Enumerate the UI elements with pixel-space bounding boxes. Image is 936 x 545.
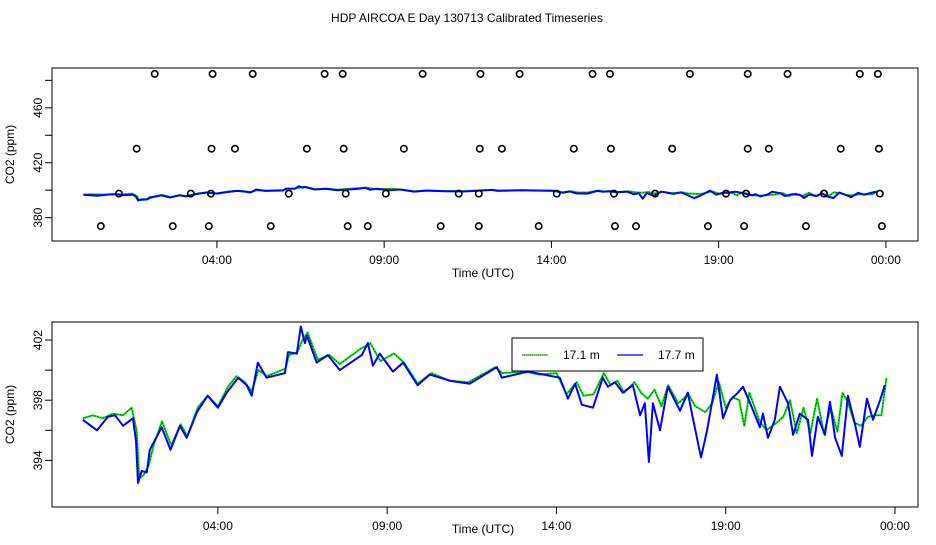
bottom-panel: 04:00 09:00 14:00 19:00 00:00 394 398 402 Time (… bbox=[3, 321, 919, 536]
outlier-point bbox=[150, 69, 159, 78]
outlier-point bbox=[207, 144, 216, 153]
series-line-dotted-overlay bbox=[82, 331, 887, 479]
x-tick-label: 14:00 bbox=[541, 519, 571, 533]
outlier-point bbox=[722, 189, 731, 198]
x-tick-label: 04:00 bbox=[202, 253, 232, 267]
x-tick-label: 00:00 bbox=[871, 253, 901, 267]
series-line-17-1-m bbox=[82, 331, 888, 480]
x-tick-label: 19:00 bbox=[704, 253, 734, 267]
outlier-point bbox=[740, 222, 749, 231]
outlier-point bbox=[418, 69, 427, 78]
outlier-point bbox=[320, 69, 329, 78]
outlier-point bbox=[534, 222, 543, 231]
outlier-point bbox=[743, 69, 752, 78]
x-tick-label: 14:00 bbox=[536, 253, 566, 267]
outlier-point bbox=[475, 144, 484, 153]
outlier-point bbox=[399, 144, 408, 153]
y-tick-label: 398 bbox=[31, 390, 45, 410]
outlier-point bbox=[341, 189, 350, 198]
outlier-point bbox=[764, 144, 773, 153]
outlier-point bbox=[208, 69, 217, 78]
outlier-point bbox=[874, 144, 883, 153]
legend-label: 17.1 m bbox=[563, 348, 600, 362]
outlier-point bbox=[685, 69, 694, 78]
plot-frame bbox=[51, 321, 919, 508]
outlier-point bbox=[474, 222, 483, 231]
outlier-point bbox=[703, 222, 712, 231]
x-axis-label: Time (UTC) bbox=[452, 522, 514, 536]
outlier-point bbox=[606, 144, 615, 153]
x-tick-label: 04:00 bbox=[203, 519, 233, 533]
y-tick-label: 394 bbox=[31, 450, 45, 470]
outlier-point bbox=[132, 144, 141, 153]
outlier-point bbox=[266, 222, 275, 231]
outlier-point bbox=[801, 222, 810, 231]
outlier-point bbox=[668, 144, 677, 153]
outlier-point bbox=[605, 69, 614, 78]
outlier-point bbox=[632, 222, 641, 231]
outlier-point bbox=[569, 144, 578, 153]
outlier-point bbox=[743, 144, 752, 153]
outlier-point bbox=[820, 189, 829, 198]
outlier-point bbox=[742, 189, 751, 198]
outlier-point bbox=[186, 189, 195, 198]
x-tick-label: 09:00 bbox=[369, 253, 399, 267]
x-tick-label: 09:00 bbox=[372, 519, 402, 533]
outlier-point bbox=[338, 69, 347, 78]
outlier-point bbox=[284, 189, 293, 198]
outlier-point bbox=[515, 69, 524, 78]
outlier-point bbox=[96, 222, 105, 231]
outlier-point bbox=[588, 69, 597, 78]
outlier-point bbox=[875, 189, 884, 198]
outlier-point bbox=[204, 222, 213, 231]
outlier-point bbox=[363, 222, 372, 231]
y-axis-label: CO2 (ppm) bbox=[3, 125, 17, 184]
y-tick-label: 460 bbox=[31, 97, 45, 117]
outlier-point bbox=[381, 189, 390, 198]
outlier-point bbox=[206, 189, 215, 198]
y-tick-label: 380 bbox=[31, 207, 45, 227]
plot-frame bbox=[51, 67, 919, 242]
y-axis-label: CO2 (ppm) bbox=[3, 385, 17, 444]
outlier-point bbox=[836, 144, 845, 153]
outlier-point bbox=[343, 222, 352, 231]
outlier-point bbox=[436, 222, 445, 231]
outlier-point bbox=[230, 144, 239, 153]
outlier-point bbox=[248, 69, 257, 78]
x-axis-label: Time (UTC) bbox=[452, 266, 514, 280]
x-tick-label: 19:00 bbox=[711, 519, 741, 533]
chart-title: HDP AIRCOA E Day 130713 Calibrated Times… bbox=[331, 11, 603, 25]
outlier-point bbox=[339, 144, 348, 153]
outlier-point bbox=[454, 189, 463, 198]
outlier-point bbox=[168, 222, 177, 231]
top-panel: 04:00 09:00 14:00 19:00 00:00 380 420 460 Time (… bbox=[3, 67, 919, 280]
outlier-point bbox=[114, 189, 123, 198]
outlier-point bbox=[474, 189, 483, 198]
legend-label: 17.7 m bbox=[658, 348, 695, 362]
y-tick-label: 420 bbox=[31, 152, 45, 172]
series-line-17-7-m bbox=[82, 325, 886, 484]
outlier-point bbox=[855, 69, 864, 78]
outlier-point bbox=[497, 144, 506, 153]
outlier-point bbox=[783, 69, 792, 78]
outlier-point bbox=[651, 189, 660, 198]
outlier-point bbox=[877, 222, 886, 231]
series-line-17-7-m bbox=[83, 185, 877, 202]
outlier-point bbox=[476, 69, 485, 78]
y-tick-label: 402 bbox=[31, 330, 45, 350]
outlier-point bbox=[609, 189, 618, 198]
outlier-point bbox=[302, 144, 311, 153]
outlier-point bbox=[552, 189, 561, 198]
outlier-point bbox=[873, 69, 882, 78]
x-tick-label: 00:00 bbox=[880, 519, 910, 533]
outlier-point bbox=[610, 222, 619, 231]
